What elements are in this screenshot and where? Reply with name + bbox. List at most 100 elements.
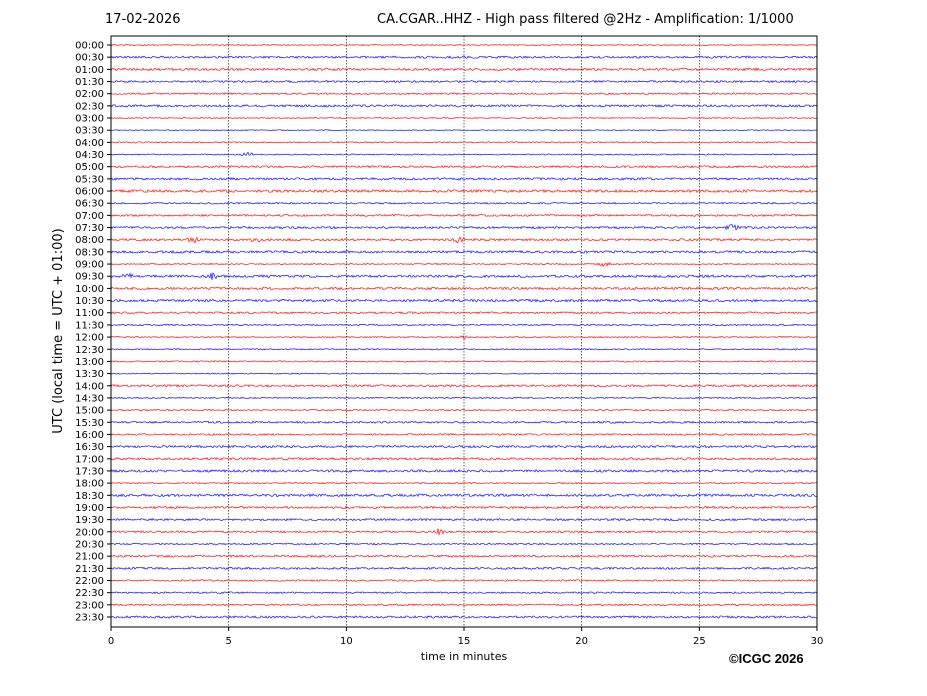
- y-tick-label: 16:30: [75, 442, 104, 453]
- y-tick-label: 22:00: [75, 576, 104, 587]
- trace-2230: [110, 591, 818, 595]
- trace-0800: [110, 235, 818, 244]
- trace-1000: [110, 286, 818, 291]
- y-tick-label: 02:00: [75, 89, 104, 100]
- trace-1330: [110, 372, 818, 375]
- trace-0430: [110, 151, 818, 157]
- y-tick-label: 06:00: [75, 187, 104, 198]
- trace-0530: [110, 177, 818, 181]
- y-tick-label: 12:00: [75, 333, 104, 344]
- trace-2130: [110, 566, 818, 571]
- y-tick-label: 20:00: [75, 527, 104, 538]
- trace-2200: [110, 579, 818, 582]
- y-tick-label: 10:30: [75, 296, 104, 307]
- y-tick-label: 23:30: [75, 613, 104, 624]
- y-tick-label: 11:00: [75, 308, 104, 319]
- copyright: ©ICGC 2026: [729, 651, 804, 666]
- y-tick-label: 02:30: [75, 101, 104, 112]
- trace-0100: [110, 67, 818, 72]
- trace-1430: [110, 396, 818, 400]
- trace-0400: [110, 141, 818, 144]
- y-tick-label: 18:00: [75, 479, 104, 490]
- y-tick-label: 21:30: [75, 564, 104, 575]
- y-tick-label: 14:30: [75, 393, 104, 404]
- trace-0730: [110, 224, 818, 231]
- trace-1100: [110, 311, 818, 315]
- y-tick-label: 05:30: [75, 174, 104, 185]
- x-tick-label: 10: [340, 636, 353, 647]
- trace-1130: [110, 323, 818, 327]
- y-tick-label: 03:30: [75, 126, 104, 137]
- x-axis-label: time in minutes: [421, 650, 508, 663]
- y-tick-label: 18:30: [75, 491, 104, 502]
- y-axis-label: UTC (local time = UTC + 01:00): [51, 228, 66, 433]
- x-tick-label: 20: [575, 636, 588, 647]
- trace-2330: [110, 615, 818, 619]
- y-tick-label: 03:00: [75, 114, 104, 125]
- x-tick-label: 5: [225, 636, 231, 647]
- y-tick-label: 06:30: [75, 199, 104, 210]
- y-tick-label: 04:30: [75, 150, 104, 161]
- trace-1900: [110, 505, 818, 510]
- y-tick-label: 22:30: [75, 588, 104, 599]
- trace-1800: [110, 481, 818, 485]
- trace-0600: [110, 188, 818, 194]
- trace-0500: [110, 165, 818, 169]
- trace-0830: [110, 249, 818, 254]
- y-tick-label: 15:00: [75, 406, 104, 417]
- trace-1230: [110, 348, 818, 351]
- y-tick-label: 19:30: [75, 515, 104, 526]
- trace-0300: [110, 116, 818, 120]
- y-tick-label: 01:00: [75, 65, 104, 76]
- trace-1030: [110, 298, 818, 303]
- y-tick-label: 00:00: [75, 41, 104, 52]
- trace-0200: [110, 92, 818, 96]
- y-tick-label: 05:00: [75, 162, 104, 173]
- trace-1730: [110, 468, 818, 473]
- trace-2100: [110, 554, 818, 559]
- trace-2030: [110, 542, 818, 546]
- y-tick-label: 07:30: [75, 223, 104, 234]
- trace-1630: [110, 444, 818, 449]
- trace-0000: [110, 44, 818, 46]
- trace-0230: [110, 103, 818, 108]
- y-tick-label: 13:30: [75, 369, 104, 380]
- y-tick-label: 08:00: [75, 235, 104, 246]
- trace-0700: [110, 213, 818, 218]
- y-tick-label: 17:30: [75, 466, 104, 477]
- trace-1400: [110, 383, 818, 388]
- trace-0900: [110, 261, 818, 268]
- trace-1600: [110, 432, 818, 436]
- trace-2300: [110, 603, 818, 607]
- chart-date: 17-02-2026: [105, 12, 181, 27]
- y-tick-label: 16:00: [75, 430, 104, 441]
- y-tick-label: 12:30: [75, 345, 104, 356]
- y-tick-label: 20:30: [75, 539, 104, 550]
- trace-1500: [110, 408, 818, 412]
- x-tick-label: 25: [693, 636, 706, 647]
- x-tick-label: 15: [458, 636, 471, 647]
- trace-0030: [110, 55, 818, 59]
- y-tick-label: 01:30: [75, 77, 104, 88]
- y-tick-label: 07:00: [75, 211, 104, 222]
- y-tick-label: 09:00: [75, 260, 104, 271]
- x-tick-label: 0: [108, 636, 114, 647]
- x-tick-label: 30: [811, 636, 824, 647]
- y-tick-label: 13:00: [75, 357, 104, 368]
- trace-0330: [110, 129, 818, 132]
- trace-1200: [110, 334, 818, 340]
- y-tick-label: 21:00: [75, 552, 104, 563]
- trace-0930: [110, 272, 818, 280]
- y-tick-label: 15:30: [75, 418, 104, 429]
- y-tick-label: 04:00: [75, 138, 104, 149]
- chart-title: CA.CGAR..HHZ - High pass filtered @2Hz -…: [377, 12, 794, 27]
- y-tick-label: 10:00: [75, 284, 104, 295]
- y-tick-label: 00:30: [75, 53, 104, 64]
- y-tick-label: 23:00: [75, 600, 104, 611]
- trace-1830: [110, 493, 818, 498]
- y-tick-label: 17:00: [75, 454, 104, 465]
- trace-2000: [110, 528, 818, 537]
- y-tick-label: 14:00: [75, 381, 104, 392]
- trace-0630: [110, 201, 818, 205]
